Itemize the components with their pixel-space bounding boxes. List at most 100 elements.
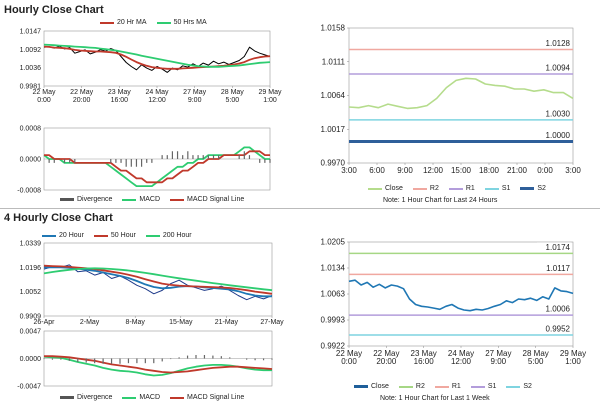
hourly_levels-ytick-label: 1.0111	[322, 57, 346, 66]
legend-label-signal: MACD Signal Line	[187, 196, 245, 203]
legend-label-s2: S2	[537, 185, 546, 192]
legend-swatch-close	[368, 187, 382, 190]
hourly_price-xtick-label: 22 May 20:00	[70, 89, 93, 104]
legend-label-close: Close	[385, 185, 403, 192]
four_hourly_price-ytick-label: 1.0052	[20, 289, 42, 296]
hourly_price-xtick-label: 22 May 0:00	[33, 89, 56, 104]
legend-label-s2-4h: S2	[523, 383, 532, 390]
legend-swatch-signal	[170, 198, 185, 201]
legend-swatch-macd-4h	[122, 396, 137, 399]
hourly-price-legend: 20 Hr MA 50 Hrs MA	[100, 19, 207, 26]
hourly_levels-xtick-label: 21:00	[507, 166, 528, 175]
legend-swatch-s2	[520, 187, 535, 190]
hourly_levels-series-close	[348, 77, 574, 110]
four_hourly_macd-ytick-label: -0.0047	[17, 384, 41, 391]
legend-label-50-hour: 50 Hour	[110, 232, 136, 239]
four-hourly-levels-note: Note: 1 Hour Chart for Last 1 Week	[380, 395, 490, 402]
four_hourly_levels-level-label-s1: 1.0006	[546, 305, 571, 314]
four_hourly_levels-series-close	[348, 279, 574, 312]
section-divider	[0, 208, 600, 209]
hourly_macd-ytick-label: -0.0008	[17, 188, 41, 195]
hourly_levels-ytick-label: 1.0064	[321, 91, 346, 100]
legend-label-macd: MACD	[139, 196, 161, 203]
hourly_price-xtick-label: 24 May 12:00	[146, 89, 169, 104]
hourly_price-xtick-label: 23 May 16:00	[108, 89, 131, 104]
legend-swatch-r1	[448, 187, 463, 190]
four_hourly_price-xtick-label: 2-May	[80, 319, 100, 326]
four_hourly_levels-ytick-label: 0.9922	[321, 342, 346, 351]
legend-swatch-50-hour	[93, 234, 108, 237]
legend-swatch-close-4h	[354, 385, 368, 388]
four_hourly_price-ytick-label: 0.9909	[20, 314, 42, 321]
legend-label-signal-4h: MACD Signal Line	[187, 394, 245, 401]
legend-label-close-4h: Close	[371, 383, 389, 390]
hourly_price-series-50-hrs-ma	[43, 43, 271, 68]
four_hourly_macd-plot-area	[43, 330, 273, 387]
hourly_levels-level-label-bg	[537, 38, 571, 48]
hourly_levels-level-label-s2: 1.0000	[546, 131, 571, 140]
hourly-levels-note: Note: 1 Hour Chart for Last 24 Hours	[383, 197, 498, 204]
four-hourly-levels-legend: Close R2 R1 S1 S2	[354, 383, 532, 390]
four_hourly_price-series-close	[43, 264, 273, 301]
legend-swatch-20-hour	[42, 234, 56, 237]
four-hourly-macd-legend: Divergence MACD MACD Signal Line	[60, 394, 244, 401]
four-hourly-price-legend: 20 Hour 50 Hour 200 Hour	[42, 232, 192, 239]
hourly_price-xtick-label: 27 May 9:00	[183, 89, 206, 104]
legend-swatch-r1-4h	[434, 385, 449, 388]
hourly_levels-xtick-label: 0:00	[537, 166, 553, 175]
hourly_price-ytick-label: 1.0036	[20, 65, 42, 72]
four_hourly_levels-xtick-label: 22 May 0:00	[336, 349, 362, 366]
legend-swatch-divergence	[60, 198, 74, 201]
hourly_price-ytick-label: 1.0092	[20, 47, 42, 54]
four_hourly_levels-level-label-r2: 1.0174	[546, 243, 571, 252]
four_hourly_price-ytick-label: 1.0339	[20, 241, 42, 248]
hourly_levels-xtick-label: 3:00	[341, 166, 357, 175]
legend-swatch-s2-4h	[506, 385, 521, 388]
four_hourly_price-xtick-label: 26-Apr	[33, 319, 55, 326]
legend-swatch-50hr-ma	[156, 21, 171, 24]
hourly_macd-ytick-label: 0.0000	[20, 157, 42, 164]
legend-swatch-divergence-4h	[60, 396, 74, 399]
four_hourly_price-xtick-label: 21-May	[215, 319, 239, 326]
hourly_levels-xtick-label: 15:00	[451, 166, 472, 175]
four_hourly_price-series-200-hour	[43, 267, 273, 292]
four_hourly_levels-xtick-label: 28 May 5:00	[523, 349, 549, 366]
legend-label-divergence: Divergence	[77, 196, 113, 203]
hourly_levels-level-label-r2: 1.0128	[546, 39, 571, 48]
four_hourly_levels-xtick-label: 22 May 20:00	[373, 349, 399, 366]
four_hourly_levels-xtick-label: 24 May 12:00	[448, 349, 474, 366]
four_hourly_levels-xtick-label: 29 May 1:00	[560, 349, 586, 366]
legend-label-r1-4h: R1	[451, 383, 461, 390]
four_hourly_levels-level-label-r1: 1.0117	[546, 264, 570, 273]
legend-swatch-200-hour	[145, 234, 160, 237]
hourly_levels-xtick-label: 18:00	[479, 166, 500, 175]
hourly-section-title: Hourly Close Chart	[4, 4, 104, 16]
hourly_price-series-close	[43, 45, 271, 73]
hourly-macd-legend: Divergence MACD MACD Signal Line	[60, 196, 244, 203]
hourly_levels-xtick-label: 3:00	[565, 166, 581, 175]
hourly_levels-xtick-label: 6:00	[369, 166, 385, 175]
hourly_macd-series-macd	[43, 146, 270, 188]
four_hourly_levels-ytick-label: 1.0063	[321, 290, 346, 299]
hourly_levels-ytick-label: 1.0158	[321, 24, 346, 33]
four_hourly_macd-ytick-label: 0.0000	[20, 356, 42, 363]
four_hourly_macd-ytick-label: 0.0047	[20, 329, 42, 336]
four_hourly_macd-series-macd	[43, 355, 272, 377]
legend-label-s1-4h: S1	[487, 383, 497, 390]
legend-label-r2-4h: R2	[415, 383, 425, 390]
hourly-levels-legend: Close R2 R1 S1 S2	[368, 185, 546, 192]
four_hourly_price-xtick-label: 15-May	[169, 319, 193, 326]
hourly_levels-plot-area	[348, 27, 574, 164]
four-hourly-section-title: 4 Hourly Close Chart	[4, 212, 113, 224]
legend-swatch-signal-4h	[170, 396, 185, 399]
four_hourly_price-xtick-label: 8-May	[125, 319, 145, 326]
legend-label-s1: S1	[501, 185, 511, 192]
hourly_price-series-20-hr-ma	[43, 45, 271, 70]
hourly_levels-level-label-bg	[537, 108, 571, 118]
hourly_levels-level-label-bg	[537, 130, 571, 140]
four_hourly_levels-plot-area	[348, 241, 574, 347]
legend-label-r2: R2	[429, 185, 439, 192]
legend-label-200-hour: 200 Hour	[162, 232, 192, 239]
legend-label-r1: R1	[465, 185, 475, 192]
